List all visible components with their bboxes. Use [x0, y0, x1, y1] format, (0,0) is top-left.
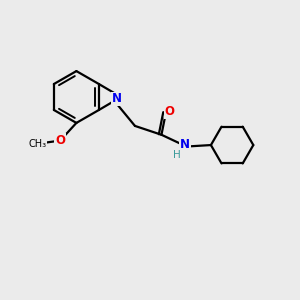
Text: O: O — [55, 134, 65, 147]
Text: CH₃: CH₃ — [28, 139, 46, 148]
Text: N: N — [180, 138, 190, 151]
Text: N: N — [111, 92, 122, 105]
Text: H: H — [173, 150, 181, 160]
Text: O: O — [164, 105, 174, 118]
